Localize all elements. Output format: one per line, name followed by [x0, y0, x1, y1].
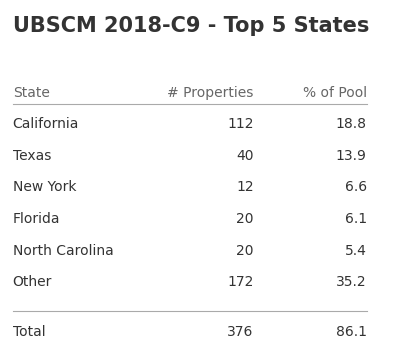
Text: 172: 172 — [227, 275, 254, 289]
Text: Other: Other — [13, 275, 52, 289]
Text: % of Pool: % of Pool — [302, 86, 367, 100]
Text: Total: Total — [13, 325, 45, 337]
Text: 86.1: 86.1 — [336, 325, 367, 337]
Text: 20: 20 — [236, 244, 254, 257]
Text: 40: 40 — [236, 149, 254, 163]
Text: 12: 12 — [236, 180, 254, 194]
Text: 13.9: 13.9 — [336, 149, 367, 163]
Text: 20: 20 — [236, 212, 254, 226]
Text: State: State — [13, 86, 50, 100]
Text: North Carolina: North Carolina — [13, 244, 113, 257]
Text: 18.8: 18.8 — [336, 117, 367, 131]
Text: California: California — [13, 117, 79, 131]
Text: # Properties: # Properties — [167, 86, 254, 100]
Text: 112: 112 — [227, 117, 254, 131]
Text: UBSCM 2018-C9 - Top 5 States: UBSCM 2018-C9 - Top 5 States — [13, 17, 369, 36]
Text: 6.6: 6.6 — [344, 180, 367, 194]
Text: 6.1: 6.1 — [344, 212, 367, 226]
Text: Texas: Texas — [13, 149, 51, 163]
Text: Florida: Florida — [13, 212, 60, 226]
Text: 35.2: 35.2 — [336, 275, 367, 289]
Text: 376: 376 — [227, 325, 254, 337]
Text: New York: New York — [13, 180, 76, 194]
Text: 5.4: 5.4 — [345, 244, 367, 257]
